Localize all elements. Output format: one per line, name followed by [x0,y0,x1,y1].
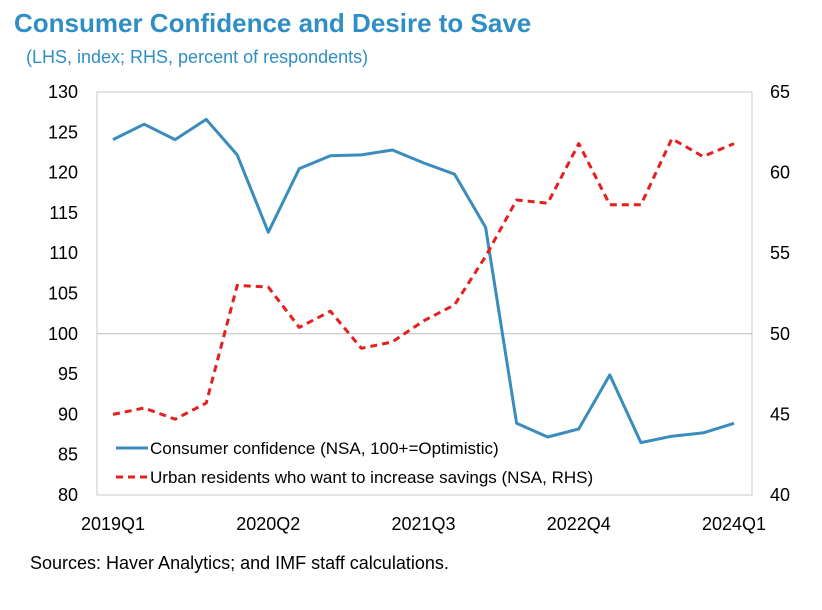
left-tick-label: 100 [48,324,78,344]
plot-area-border [96,91,753,496]
left-tick-label: 115 [49,203,78,223]
chart-title: Consumer Confidence and Desire to Save [14,8,532,38]
right-tick-label: 45 [770,404,790,424]
series-layer [112,117,735,445]
legend-label-consumer-confidence: Consumer confidence (NSA, 100+=Optimisti… [150,439,499,458]
x-tick-label: 2021Q3 [391,514,455,534]
left-tick-label: 85 [58,445,78,465]
left-tick-label: 130 [48,82,78,102]
x-axis-ticks: 2019Q1 2020Q2 2021Q3 2022Q4 2024Q1 [81,514,766,534]
left-axis-ticks: 80 85 90 95 100 105 110 115 120 125 130 [48,82,78,505]
right-tick-label: 40 [770,485,790,505]
x-tick-label: 2022Q4 [547,514,611,534]
left-tick-label: 95 [58,364,78,384]
legend: Consumer confidence (NSA, 100+=Optimisti… [116,439,593,487]
x-tick-label: 2019Q1 [81,514,145,534]
left-tick-label: 120 [48,163,78,183]
left-tick-label: 105 [48,284,78,304]
plot-frame [96,91,753,496]
line-chart: 80 85 90 95 100 105 110 115 120 125 130 40 45 50 55 60… [48,82,790,534]
right-axis-ticks: 40 45 50 55 60 65 [770,82,790,505]
x-tick-label: 2020Q2 [236,514,300,534]
series-line-savings [112,137,735,421]
chart-subtitle: (LHS, index; RHS, percent of respondents… [26,47,369,67]
left-tick-label: 90 [58,404,78,424]
right-tick-label: 65 [770,82,790,102]
left-tick-label: 110 [49,243,78,263]
right-tick-label: 55 [770,243,790,263]
legend-label-savings: Urban residents who want to increase sav… [150,468,593,487]
source-note: Sources: Haver Analytics; and IMF staff … [30,553,449,573]
right-tick-label: 60 [770,163,790,183]
left-tick-label: 80 [58,485,78,505]
x-tick-label: 2024Q1 [702,514,766,534]
left-tick-label: 125 [48,122,78,142]
series-line-consumer-confidence [112,117,735,445]
right-tick-label: 50 [770,324,790,344]
